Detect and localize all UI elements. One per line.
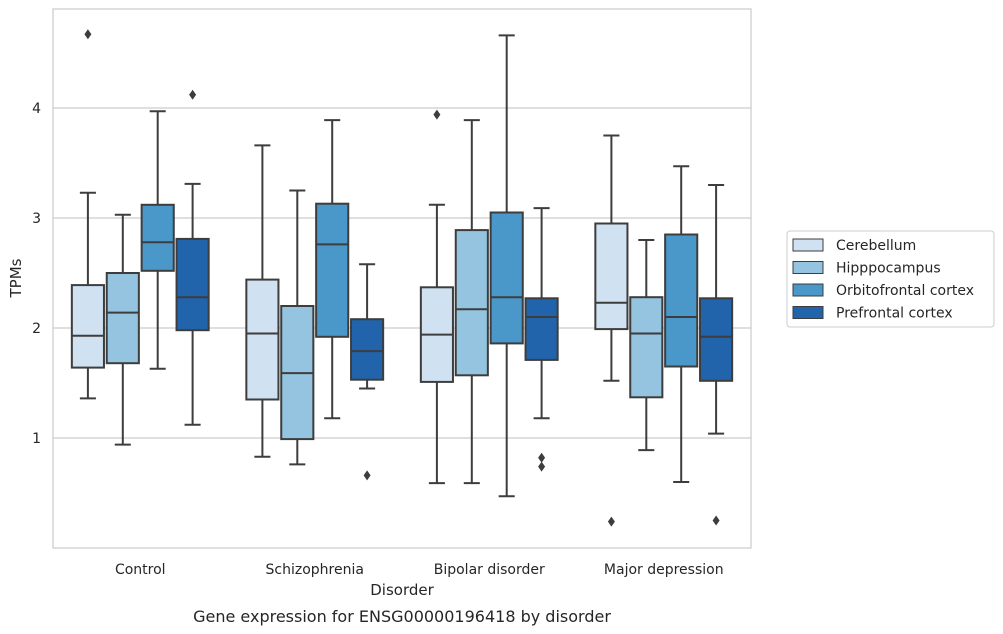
box-hipppocampus	[280, 189, 315, 466]
box-orbitofrontal-cortex	[664, 165, 699, 483]
iqr-box	[699, 297, 734, 382]
legend-label: Hipppocampus	[836, 261, 941, 277]
y-tick-label: 2	[32, 321, 41, 337]
box-cerebellum	[70, 29, 105, 400]
x-tick-label: Major depression	[604, 562, 724, 578]
box-cerebellum	[594, 134, 629, 527]
legend-swatch	[792, 261, 824, 274]
y-tick-labels: 1 2 3 4	[32, 101, 41, 447]
y-tick-label: 1	[32, 431, 41, 447]
iqr-box	[594, 222, 629, 331]
x-tick-label: Bipolar disorder	[434, 562, 545, 578]
box-marks	[70, 29, 734, 527]
outlier-point	[189, 89, 197, 100]
box-prefrontal-cortex	[699, 184, 734, 526]
legend-item: Cerebellum	[792, 238, 916, 254]
iqr-box	[350, 318, 385, 381]
iqr-box	[489, 211, 524, 345]
iqr-box	[664, 233, 699, 368]
legend-label: Cerebellum	[836, 238, 916, 254]
legend: Cerebellum Hipppocampus Orbitofrontal cort…	[786, 230, 995, 328]
box-prefrontal-cortex	[350, 263, 385, 481]
iqr-box	[315, 202, 350, 338]
chart-caption: Gene expression for ENSG00000196418 by d…	[193, 607, 611, 626]
box-cerebellum	[245, 144, 280, 458]
box-orbitofrontal-cortex	[315, 119, 350, 420]
box-orbitofrontal-cortex	[140, 110, 175, 370]
legend-item: Prefrontal cortex	[792, 306, 953, 322]
box-hipppocampus	[454, 119, 489, 485]
box-orbitofrontal-cortex	[489, 34, 524, 498]
iqr-box	[140, 203, 175, 272]
legend-label: Orbitofrontal cortex	[836, 283, 974, 299]
x-axis-label: Disorder	[370, 581, 434, 599]
outlier-point	[538, 461, 546, 472]
legend-frame	[786, 230, 995, 328]
legend-swatch	[792, 238, 824, 252]
iqr-box	[70, 284, 105, 369]
legend-swatch	[792, 283, 824, 297]
y-axis-label: TPMs	[7, 258, 25, 298]
legend-label: Prefrontal cortex	[836, 306, 953, 322]
x-tick-label: Control	[115, 562, 166, 578]
legend-item: Hipppocampus	[792, 261, 941, 277]
box-cerebellum	[419, 109, 454, 485]
outlier-point	[538, 452, 546, 463]
iqr-box	[454, 229, 489, 377]
legend-swatch	[792, 306, 824, 319]
iqr-box	[245, 278, 280, 401]
iqr-box	[629, 296, 664, 399]
box-prefrontal-cortex	[175, 89, 210, 426]
outlier-point	[607, 516, 615, 527]
y-tick-label: 4	[32, 101, 41, 117]
box-prefrontal-cortex	[524, 207, 559, 472]
iqr-box	[524, 297, 559, 361]
outlier-point	[433, 109, 441, 120]
y-tick-label: 3	[32, 211, 41, 227]
iqr-box	[175, 237, 210, 332]
outlier-point	[84, 29, 92, 40]
outlier-point	[712, 515, 720, 526]
legend-item: Orbitofrontal cortex	[792, 283, 974, 299]
plot-area-frame	[52, 8, 752, 549]
outlier-point	[363, 470, 371, 481]
box-hipppocampus	[105, 213, 140, 446]
iqr-box	[105, 272, 140, 365]
x-tick-labels: Control Schizophrenia Bipolar disorder Majo…	[115, 562, 724, 578]
box-hipppocampus	[629, 239, 664, 452]
x-tick-label: Schizophrenia	[266, 562, 364, 578]
